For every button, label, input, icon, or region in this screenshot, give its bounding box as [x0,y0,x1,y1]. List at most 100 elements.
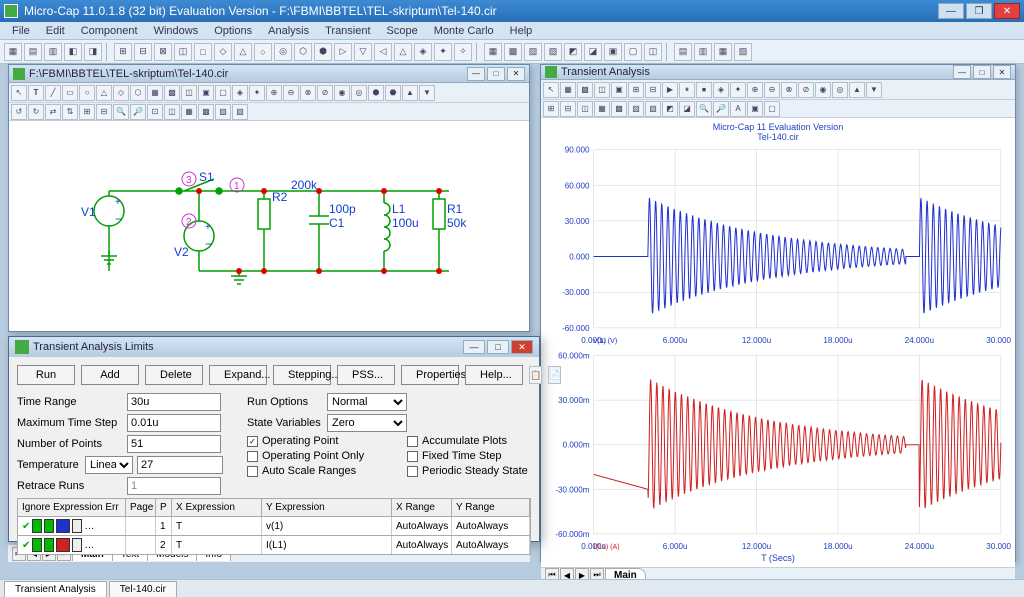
plot-1[interactable]: 0.000u6.000u12.000u18.000u24.000u30.000u… [545,142,1011,348]
zoom-out-icon[interactable]: 🔎 [130,104,146,120]
tool-icon[interactable]: ◪ [584,43,602,61]
tool-icon[interactable]: ✦ [434,43,452,61]
help-button[interactable]: Help... [465,365,523,385]
tool-icon[interactable]: ⊟ [560,101,576,117]
maximize-button[interactable]: ❐ [966,3,992,19]
tool-icon[interactable]: △ [394,43,412,61]
tool-icon[interactable]: ▣ [747,101,763,117]
input-retrace[interactable] [127,477,221,495]
stepping-button[interactable]: Stepping... [273,365,331,385]
tool-icon[interactable]: ✧ [454,43,472,61]
menu-scope[interactable]: Scope [379,23,426,39]
child-close-button[interactable]: ✕ [993,65,1011,79]
menu-help[interactable]: Help [502,23,541,39]
child-minimize-button[interactable]: — [953,65,971,79]
select-temp-mode[interactable]: Linear [85,456,133,474]
zoom-in-icon[interactable]: 🔍 [113,104,129,120]
tool-icon[interactable]: ▤ [674,43,692,61]
tool-icon[interactable]: ⊟ [645,82,661,98]
tool-icon[interactable]: ⊖ [283,85,299,101]
tool-icon[interactable]: ▧ [734,43,752,61]
zoom-in-icon[interactable]: 🔍 [696,101,712,117]
close-button[interactable]: ✕ [994,3,1020,19]
tool-icon[interactable]: ▼ [419,85,435,101]
tool-icon[interactable]: ◩ [564,43,582,61]
tool-icon[interactable]: ▧ [645,101,661,117]
tool-icon[interactable]: ◫ [577,101,593,117]
child-minimize-button[interactable]: — [467,67,485,81]
tool-icon[interactable]: ▧ [232,104,248,120]
tool-icon[interactable]: ◎ [351,85,367,101]
apptab-transient[interactable]: Transient Analysis [4,581,107,597]
tool-icon[interactable]: ⏸ [679,82,695,98]
tool-icon[interactable]: ▩ [164,85,180,101]
dialog-maximize-button[interactable]: □ [487,340,509,354]
chk-op-only[interactable]: Operating Point Only [247,450,407,462]
dialog-minimize-button[interactable]: — [463,340,485,354]
dialog-titlebar[interactable]: Transient Analysis Limits — □ ✕ [9,337,539,357]
plot-2[interactable]: 0.000u6.000u12.000u18.000u24.000u30.000u… [545,348,1011,554]
tool-icon[interactable]: ⊞ [79,104,95,120]
tool-icon[interactable]: ◈ [713,82,729,98]
tool-icon[interactable]: ▩ [611,101,627,117]
pss-button[interactable]: PSS... [337,365,395,385]
tool-icon[interactable]: □ [194,43,212,61]
tool-icon[interactable]: ◇ [214,43,232,61]
tool-icon[interactable]: ✦ [249,85,265,101]
tool-icon[interactable]: ⊗ [781,82,797,98]
tool-icon[interactable]: ⇅ [62,104,78,120]
analysis-titlebar[interactable]: Transient Analysis — □ ✕ [541,65,1015,80]
tool-icon[interactable]: ○ [79,85,95,101]
dialog-close-button[interactable]: ✕ [511,340,533,354]
select-run-options[interactable]: Normal [327,393,407,411]
tool-icon[interactable]: ▢ [215,85,231,101]
chk-auto-scale[interactable]: Auto Scale Ranges [247,465,407,477]
run-button[interactable]: Run [17,365,75,385]
tool-icon[interactable]: ◈ [232,85,248,101]
menu-options[interactable]: Options [206,23,260,39]
tool-icon[interactable]: ▲ [402,85,418,101]
menu-file[interactable]: File [4,23,38,39]
tool-icon[interactable]: ▤ [24,43,42,61]
tool-icon[interactable]: ◧ [64,43,82,61]
tool-icon[interactable]: ◨ [84,43,102,61]
tool-icon[interactable]: ▦ [594,101,610,117]
schematic-titlebar[interactable]: F:\FBMI\BBTEL\TEL-skriptum\Tel-140.cir —… [9,65,529,83]
tool-icon[interactable]: ▦ [147,85,163,101]
tool-icon[interactable]: ◫ [594,82,610,98]
add-button[interactable]: Add [81,365,139,385]
minimize-button[interactable]: — [938,3,964,19]
tool-icon[interactable]: ⊞ [114,43,132,61]
tool-icon[interactable]: ◎ [832,82,848,98]
tool-icon[interactable]: ⊞ [543,101,559,117]
tool-icon[interactable]: ⊗ [300,85,316,101]
tool-icon[interactable]: ▦ [714,43,732,61]
tool-icon[interactable]: ↺ [11,104,27,120]
tool-icon[interactable]: ◫ [174,43,192,61]
cursor-icon[interactable]: ↖ [543,82,559,98]
tool-icon[interactable]: ▦ [560,82,576,98]
chk-op-point[interactable]: ✓Operating Point [247,435,407,447]
text-icon[interactable]: T [28,85,44,101]
chk-fixed-step[interactable]: Fixed Time Step [407,450,531,462]
tool-icon[interactable]: ◁ [374,43,392,61]
cursor-icon[interactable]: ↖ [11,85,27,101]
tool-icon[interactable]: ▨ [628,101,644,117]
run-icon[interactable]: ▶ [662,82,678,98]
menu-windows[interactable]: Windows [146,23,207,39]
tool-icon[interactable]: ◫ [644,43,662,61]
tool-icon[interactable]: ⊖ [764,82,780,98]
tool-icon[interactable]: ◫ [181,85,197,101]
tool-icon[interactable]: ▨ [524,43,542,61]
tool-icon[interactable]: ▨ [215,104,231,120]
tool-icon[interactable]: ▭ [62,85,78,101]
tool-icon[interactable]: ◎ [274,43,292,61]
tool-icon[interactable]: ⊘ [798,82,814,98]
child-close-button[interactable]: ✕ [507,67,525,81]
tool-icon[interactable]: ▷ [334,43,352,61]
tool-icon[interactable]: ▦ [181,104,197,120]
tool-icon[interactable]: ▧ [544,43,562,61]
zoom-out-icon[interactable]: 🔎 [713,101,729,117]
tool-icon[interactable]: ⊕ [266,85,282,101]
child-maximize-button[interactable]: □ [487,67,505,81]
